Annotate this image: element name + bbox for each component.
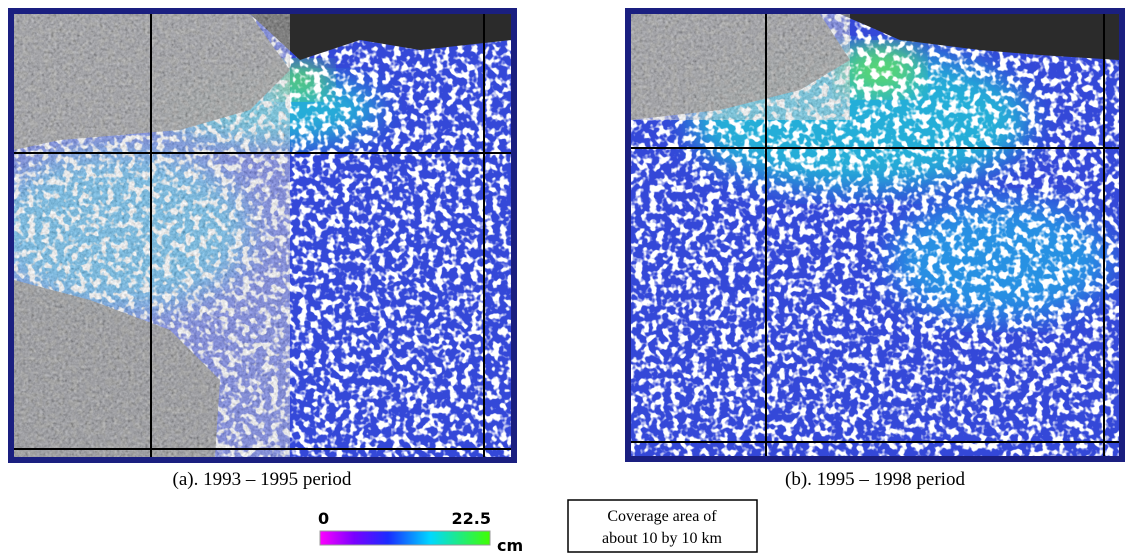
colorbar-min-label: 0 xyxy=(318,509,329,528)
page: (a). 1993 – 1995 period (b). 1995 – 1998… xyxy=(0,0,1125,553)
map-panel xyxy=(0,8,517,463)
figure: (a). 1993 – 1995 period (b). 1995 – 1998… xyxy=(0,0,1125,553)
caption: (b). 1995 – 1998 period xyxy=(785,469,965,490)
note-line: Coverage area of xyxy=(607,508,717,525)
note-line: about 10 by 10 km xyxy=(602,530,723,547)
colorbar-unit: cm xyxy=(497,536,523,553)
caption: (a). 1993 – 1995 period xyxy=(173,469,352,490)
colorbar xyxy=(320,531,490,545)
map-panel xyxy=(625,8,1125,462)
colorbar-max-label: 22.5 xyxy=(452,509,491,528)
